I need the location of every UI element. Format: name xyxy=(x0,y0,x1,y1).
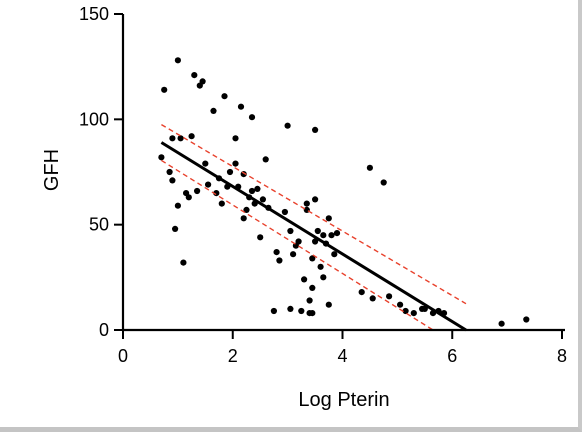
data-point xyxy=(326,215,332,221)
data-point xyxy=(309,285,315,291)
data-point xyxy=(232,161,238,167)
data-point xyxy=(318,264,324,270)
data-point xyxy=(221,93,227,99)
data-point xyxy=(301,276,307,282)
y-tick-label: 100 xyxy=(79,109,109,129)
data-point xyxy=(274,249,280,255)
data-point xyxy=(367,165,373,171)
data-point xyxy=(175,57,181,63)
data-point xyxy=(227,169,233,175)
data-point xyxy=(307,297,313,303)
data-point xyxy=(191,72,197,78)
data-point xyxy=(328,232,334,238)
data-point xyxy=(241,215,247,221)
data-point xyxy=(172,226,178,232)
data-point xyxy=(180,260,186,266)
data-point xyxy=(254,186,260,192)
data-point xyxy=(499,321,505,327)
data-point xyxy=(205,182,211,188)
data-point xyxy=(381,179,387,185)
data-point xyxy=(312,127,318,133)
data-point xyxy=(304,201,310,207)
data-point xyxy=(290,251,296,257)
data-point xyxy=(210,108,216,114)
data-point xyxy=(161,87,167,93)
data-point xyxy=(312,196,318,202)
data-point xyxy=(263,156,269,162)
data-point xyxy=(397,302,403,308)
data-point xyxy=(320,232,326,238)
data-point xyxy=(296,238,302,244)
regression-line xyxy=(161,143,466,330)
data-point xyxy=(287,228,293,234)
confidence-band-upper xyxy=(161,125,466,304)
data-point xyxy=(186,194,192,200)
data-point xyxy=(359,289,365,295)
x-tick-label: 8 xyxy=(557,346,567,366)
data-point xyxy=(260,196,266,202)
data-point xyxy=(298,308,304,314)
data-point xyxy=(370,295,376,301)
data-point xyxy=(189,133,195,139)
data-point xyxy=(287,306,293,312)
data-point xyxy=(178,135,184,141)
data-point xyxy=(282,209,288,215)
x-tick-label: 4 xyxy=(337,346,347,366)
data-point xyxy=(285,123,291,129)
data-point xyxy=(326,302,332,308)
data-point xyxy=(194,188,200,194)
data-point xyxy=(202,161,208,167)
y-tick-label: 0 xyxy=(99,320,109,340)
x-axis-title: Log Pterin xyxy=(298,389,389,411)
data-point xyxy=(167,169,173,175)
data-point xyxy=(169,177,175,183)
data-point xyxy=(175,203,181,209)
data-point xyxy=(257,234,263,240)
y-tick-label: 50 xyxy=(89,215,109,235)
data-point xyxy=(309,310,315,316)
data-point xyxy=(238,104,244,110)
data-point xyxy=(169,135,175,141)
data-point xyxy=(200,78,206,84)
y-axis-title: GFH xyxy=(41,149,63,191)
axis-ticks: 0 2 4 6 8 0 50 100 150 xyxy=(79,4,567,366)
data-point xyxy=(232,135,238,141)
data-point xyxy=(386,293,392,299)
y-tick-label: 150 xyxy=(79,4,109,24)
data-point xyxy=(158,154,164,160)
data-point xyxy=(276,257,282,263)
data-point xyxy=(334,230,340,236)
x-tick-label: 6 xyxy=(447,346,457,366)
data-point xyxy=(219,201,225,207)
x-tick-label: 0 xyxy=(118,346,128,366)
plot-marks xyxy=(158,57,529,330)
data-point xyxy=(271,308,277,314)
data-point xyxy=(249,114,255,120)
data-point xyxy=(249,188,255,194)
data-point xyxy=(523,316,529,322)
data-point xyxy=(315,228,321,234)
x-tick-label: 2 xyxy=(228,346,238,366)
data-point xyxy=(320,274,326,280)
data-point xyxy=(411,310,417,316)
